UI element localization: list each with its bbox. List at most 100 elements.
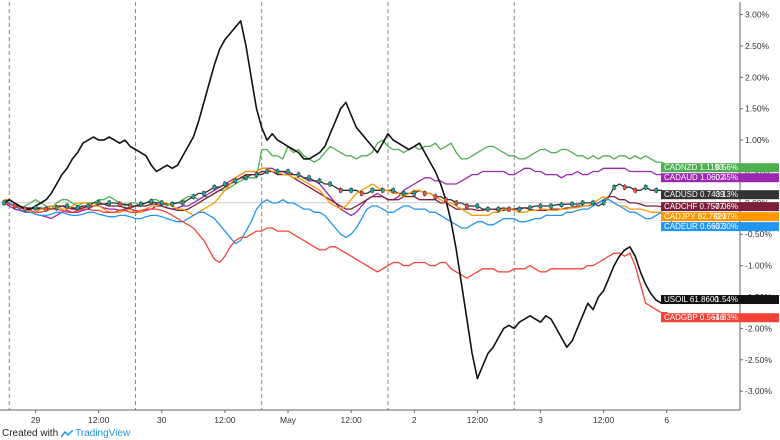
candle-body	[486, 206, 490, 212]
y-tick-label: -2.00%	[745, 323, 772, 333]
series-line-cadaud	[3, 167, 672, 220]
candle-body	[191, 194, 196, 199]
candle-body	[580, 200, 585, 206]
candle-body	[601, 200, 606, 206]
candle-body	[128, 203, 132, 209]
badge-change: -0.30%	[713, 222, 738, 231]
candle-body	[118, 201, 122, 207]
candle-body	[12, 203, 17, 209]
candle-body	[202, 191, 206, 196]
candle-body	[254, 172, 259, 177]
value-badge-usoil	[661, 295, 779, 305]
candle-body	[328, 181, 332, 187]
candle-body	[244, 175, 248, 180]
y-tick-label: 1.00%	[745, 135, 770, 145]
candle-body	[633, 188, 637, 193]
candle-body	[412, 191, 416, 196]
candle-body	[275, 169, 280, 174]
candle-body	[444, 197, 448, 202]
x-tick-label: 3	[538, 415, 543, 425]
series-line-usoil	[3, 19, 673, 380]
value-badge-cadchf	[661, 202, 779, 212]
badge-change: 0.45%	[715, 173, 738, 182]
footer-attribution: Created with TradingView	[2, 427, 130, 440]
value-badge-cadaud	[661, 173, 779, 183]
candle-body	[96, 200, 101, 206]
candle-body	[454, 200, 459, 206]
candle-body	[107, 200, 111, 206]
candle-body	[654, 188, 658, 193]
badge-change: 0.56%	[715, 163, 738, 172]
x-tick-label: 12:00	[467, 415, 489, 425]
candle-body	[465, 203, 469, 209]
badge-symbol-price: CADGBP 0.5646	[664, 313, 725, 322]
candle-body	[181, 200, 185, 206]
candle-body	[212, 184, 217, 190]
candle-body	[338, 188, 343, 193]
candle-body	[570, 201, 574, 207]
candle-body	[644, 184, 648, 190]
candle-body	[359, 191, 364, 196]
value-badge-cadnzd	[661, 163, 779, 173]
y-tick-label: -0.50%	[745, 229, 772, 239]
badge-symbol-price: CADEUR 0.6637	[664, 222, 725, 231]
y-tick-label: 2.50%	[745, 41, 770, 51]
badge-symbol-price: CADJPY 82.7520	[664, 212, 727, 221]
value-badge-cadgbp	[661, 313, 779, 323]
value-badge-cadeur	[661, 222, 779, 232]
badge-symbol-price: CADCHF 0.7577	[664, 202, 725, 211]
candle-body	[507, 206, 511, 212]
value-badge-cadjpy	[661, 212, 779, 222]
badge-change: -0.17%	[713, 212, 738, 221]
x-tick-label: 12:00	[341, 415, 363, 425]
candle-body	[381, 188, 385, 193]
candle-body	[54, 205, 59, 211]
candle-body	[2, 200, 6, 206]
candle-body	[265, 169, 269, 174]
candle-body	[139, 201, 143, 207]
y-tick-label: -1.00%	[745, 261, 772, 271]
value-badge-cadusd	[661, 190, 779, 200]
candle-body	[86, 203, 90, 209]
footer-prefix: Created with	[2, 428, 59, 439]
candle-body	[612, 184, 616, 190]
x-tick-label: 30	[157, 415, 167, 425]
badge-symbol-price: USOIL 61.8600	[664, 295, 719, 304]
candle-body	[296, 172, 301, 177]
candle-body	[307, 175, 311, 180]
candle-body	[223, 181, 227, 187]
candle-body	[160, 200, 164, 206]
candle-body	[317, 178, 322, 184]
candle-body	[44, 206, 48, 212]
badge-symbol-price: CADUSD 0.7439	[664, 190, 725, 199]
badge-symbol-price: CADNZD 1.1193	[664, 163, 724, 172]
footer-brand: TradingView	[75, 428, 131, 439]
candle-body	[402, 191, 406, 196]
candle-body	[75, 205, 80, 211]
tradingview-link[interactable]: TradingView	[61, 428, 130, 439]
y-tick-label: 3.00%	[745, 10, 770, 20]
candle-body	[170, 201, 175, 207]
x-tick-label: May	[280, 415, 297, 425]
y-tick-label: 1.50%	[745, 104, 770, 114]
y-tick-label: -3.00%	[745, 386, 772, 396]
candle-body	[286, 169, 290, 174]
candle-body	[528, 205, 532, 211]
series-line-cadeur	[4, 199, 673, 245]
badge-symbol-price: CADAUD 1.0602	[664, 173, 725, 182]
candle-body	[349, 188, 353, 193]
badge-change: -1.83%	[713, 313, 738, 322]
candle-body	[559, 202, 564, 207]
y-tick-label: 2.00%	[745, 72, 770, 82]
badge-change: -1.54%	[713, 295, 738, 304]
candle-body	[149, 199, 153, 204]
candle-body	[65, 203, 69, 209]
candle-body	[496, 206, 501, 212]
candle-body	[538, 203, 543, 209]
x-tick-label: 29	[31, 415, 41, 425]
x-tick-label: 12:00	[214, 415, 236, 425]
x-tick-label: 12:00	[88, 415, 110, 425]
candle-body	[423, 191, 427, 196]
candle-body	[622, 184, 627, 190]
